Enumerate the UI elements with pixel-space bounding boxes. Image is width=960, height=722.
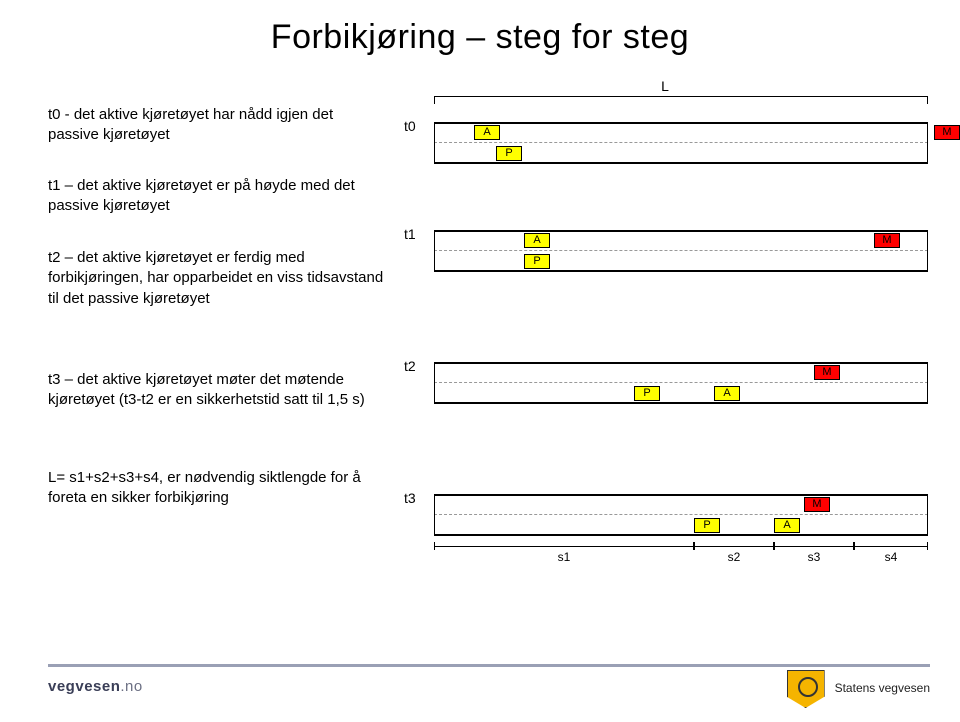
lane-row-t1: t1 AP M [400,224,930,276]
vehicle-M: M [934,125,960,140]
text-t0: t0 - det aktive kjøretøyet har nådd igje… [48,105,388,146]
s-label: s1 [434,550,694,564]
agency-name: Statens vegvesen [835,682,930,695]
l-label: L [400,78,930,94]
s-label: s3 [774,550,854,564]
lane-mid [434,382,928,383]
lane-top [434,494,928,496]
s-segment-s1: s1 [434,540,694,566]
row-label: t3 [404,490,416,506]
footer-divider [48,664,930,667]
vehicle-P: P [524,254,550,269]
row-label: t0 [404,118,416,134]
vpost-left [434,362,435,402]
vpost-left [434,230,435,270]
s-label: s4 [854,550,928,564]
page-title: Forbikjøring – steg for steg [0,18,960,57]
lane-bot [434,162,928,164]
vehicle-A: A [524,233,550,248]
lane-top [434,122,928,124]
vehicle-M: M [874,233,900,248]
s-brackets: s1s2s3s4 [434,540,928,566]
vpost-right [927,230,928,270]
footer-url-suffix: .no [120,678,142,695]
s-label: s2 [694,550,774,564]
s-segment-s2: s2 [694,540,774,566]
lane-mid [434,250,928,251]
vehicle-A: A [474,125,500,140]
s-bar [774,546,854,547]
vpost-right [927,494,928,534]
vpost-left [434,122,435,162]
vehicle-M: M [804,497,830,512]
lane-bot [434,534,928,536]
row-label: t1 [404,226,416,242]
lane-top [434,362,928,364]
text-L: L= s1+s2+s3+s4, er nødvendig siktlengde … [48,468,388,509]
lane-mid [434,142,928,143]
text-t3: t3 – det aktive kjøretøyet møter det møt… [48,370,388,411]
row-label: t2 [404,358,416,374]
vehicle-A: A [774,518,800,533]
s-segment-s4: s4 [854,540,928,566]
lane-bot [434,402,928,404]
agency-logo-icon [787,670,825,708]
lane-row-t0: t0APM [400,116,930,168]
vpost-right [927,122,928,162]
lane-row-t3: t3 P AM [400,488,930,540]
s-bar [434,546,694,547]
lane-mid [434,514,928,515]
l-bracket [434,96,928,107]
overtaking-diagram: L t0APMt1APMt2PAMt3PAMs1s2s3s4 [400,78,930,568]
text-t1: t1 – det aktive kjøretøyet er på høyde m… [48,176,388,217]
footer: vegvesen.no Statens vegvesen [0,664,960,722]
vehicle-P: P [496,146,522,161]
s-bar [854,546,928,547]
s-bar [694,546,774,547]
vpost-left [434,494,435,534]
vpost-right [927,362,928,402]
vehicle-P: P [634,386,660,401]
vehicle-M: M [814,365,840,380]
text-t2: t2 – det aktive kjøretøyet er ferdig med… [48,248,388,309]
footer-url: vegvesen.no [48,678,143,695]
vehicle-P: P [694,518,720,533]
footer-url-bold: vegvesen [48,678,120,695]
lane-row-t2: t2 P A M [400,356,930,408]
lane-top [434,230,928,232]
lane-bot [434,270,928,272]
vehicle-A: A [714,386,740,401]
s-segment-s3: s3 [774,540,854,566]
